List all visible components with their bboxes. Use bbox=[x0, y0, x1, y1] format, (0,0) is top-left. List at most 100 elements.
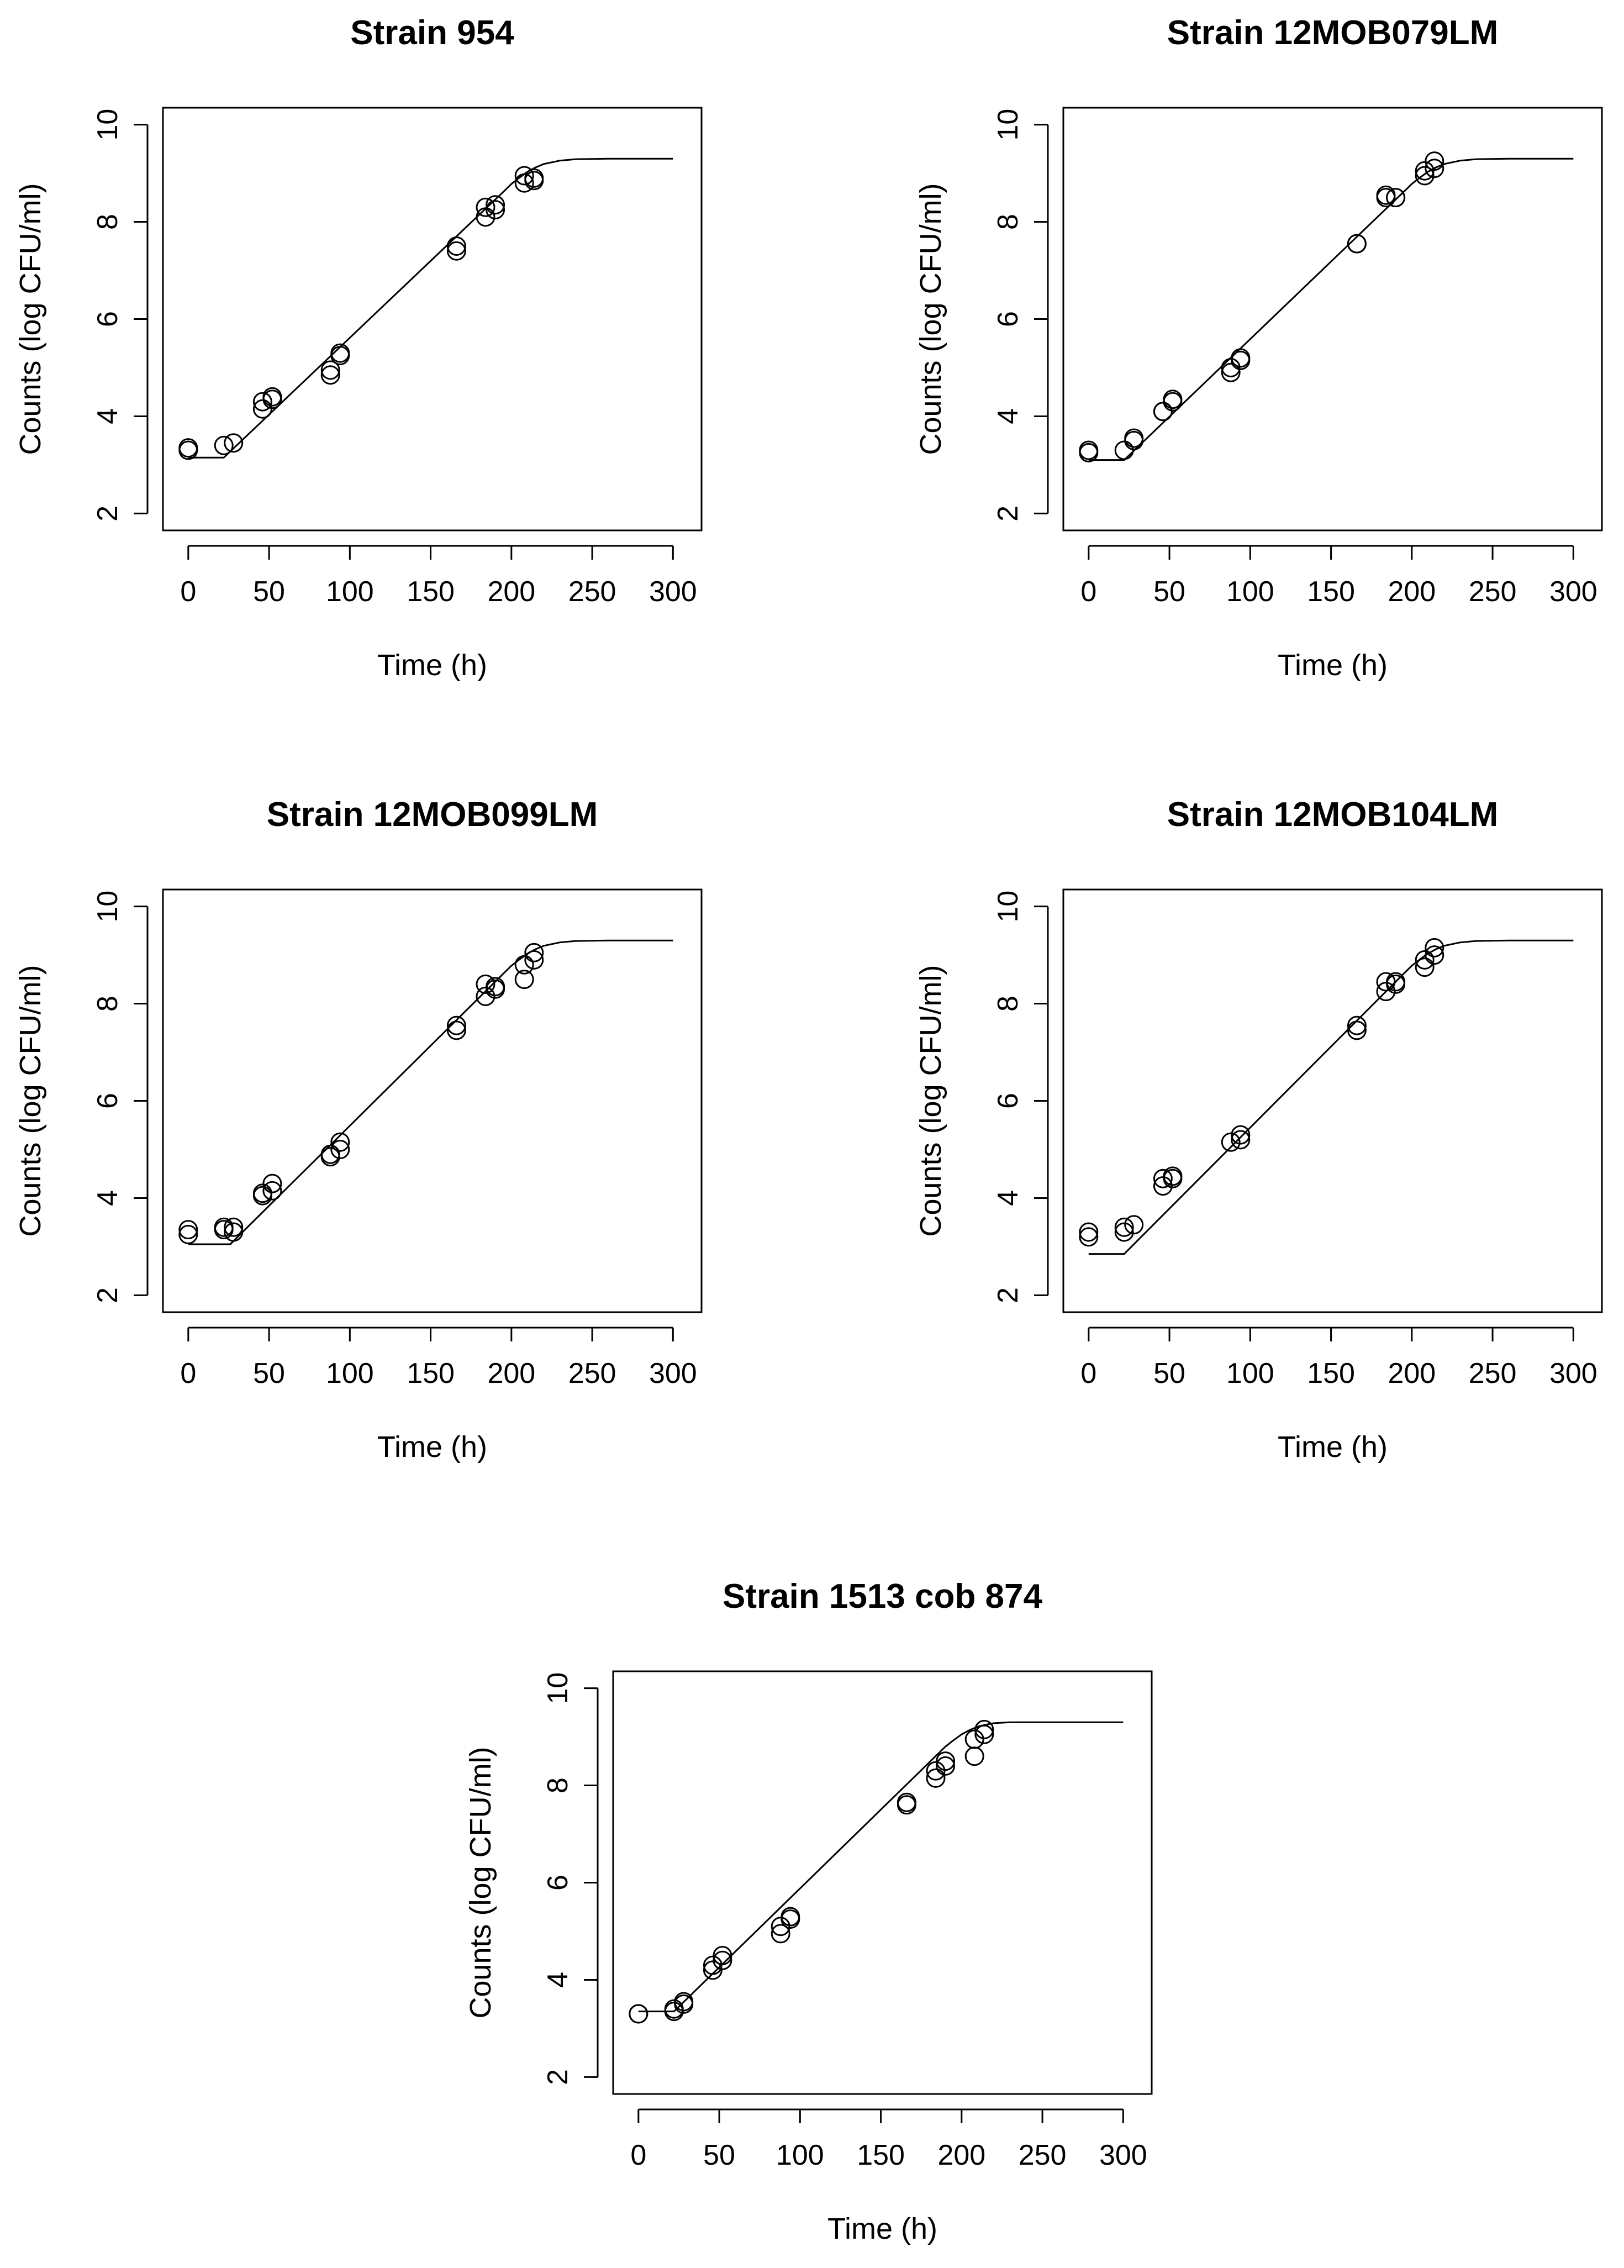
chart-title: Strain 12MOB104LM bbox=[1167, 796, 1499, 834]
data-point bbox=[674, 1992, 694, 2012]
data-point bbox=[1376, 972, 1396, 992]
y-tick-label: 6 bbox=[992, 311, 1024, 327]
x-tick-label: 200 bbox=[937, 2139, 985, 2171]
chart-title: Strain 954 bbox=[350, 14, 514, 52]
data-point bbox=[330, 1132, 350, 1152]
y-tick-label: 2 bbox=[92, 1287, 124, 1303]
y-tick-label: 6 bbox=[92, 1093, 124, 1109]
x-tick-label: 0 bbox=[180, 1357, 196, 1390]
x-tick-label: 200 bbox=[1388, 1357, 1436, 1390]
data-point bbox=[252, 392, 272, 412]
y-tick-label: 4 bbox=[992, 408, 1024, 424]
data-point bbox=[1124, 1215, 1144, 1235]
x-tick-label: 300 bbox=[1549, 1357, 1597, 1390]
data-point bbox=[926, 1768, 946, 1788]
chart-title: Strain 12MOB079LM bbox=[1167, 14, 1499, 52]
data-point bbox=[224, 433, 244, 453]
data-point bbox=[1386, 972, 1406, 992]
data-point bbox=[1415, 957, 1435, 977]
data-point bbox=[936, 1756, 956, 1776]
data-point bbox=[1231, 348, 1251, 368]
data-point bbox=[446, 236, 466, 256]
plot-frame bbox=[162, 888, 703, 1313]
x-tick-label: 300 bbox=[649, 1357, 697, 1390]
y-tick-label: 10 bbox=[992, 891, 1024, 923]
y-tick-label: 10 bbox=[92, 891, 124, 923]
y-tick-label: 10 bbox=[92, 109, 124, 141]
data-point bbox=[936, 1751, 956, 1771]
data-point bbox=[252, 1183, 272, 1203]
x-tick-label: 0 bbox=[630, 2139, 646, 2171]
y-tick-label: 10 bbox=[542, 1672, 574, 1704]
chart-panel-3: Strain 12MOB099LM 0 50 100 150 200 250 300 Time … bbox=[14, 796, 703, 1464]
data-point bbox=[476, 974, 495, 994]
data-point bbox=[703, 1960, 723, 1980]
x-tick-label: 50 bbox=[1153, 1357, 1185, 1390]
x-tick-label: 50 bbox=[253, 1357, 285, 1390]
data-point bbox=[446, 241, 466, 261]
data-point bbox=[1114, 440, 1134, 460]
plot-frame bbox=[1062, 107, 1603, 532]
x-tick-label: 150 bbox=[1307, 1357, 1355, 1390]
x-tick-label: 300 bbox=[649, 576, 697, 608]
data-point bbox=[178, 1224, 198, 1244]
data-point bbox=[1425, 159, 1444, 178]
chart-title: Strain 12MOB099LM bbox=[267, 796, 598, 834]
data-point bbox=[1425, 151, 1444, 171]
data-point bbox=[897, 1792, 916, 1812]
data-point bbox=[1425, 938, 1444, 957]
data-point bbox=[486, 977, 505, 997]
data-point bbox=[330, 1140, 350, 1159]
x-tick-label: 0 bbox=[1080, 576, 1096, 608]
chart-panel-2: Strain 12MOB079LM 0 50 100 150 200 250 300 Time … bbox=[914, 14, 1603, 682]
data-point bbox=[1347, 234, 1367, 254]
data-point bbox=[524, 943, 544, 962]
data-point bbox=[1153, 402, 1173, 422]
fit-curve bbox=[188, 939, 673, 1245]
y-tick-label: 8 bbox=[92, 214, 124, 230]
data-point bbox=[514, 173, 534, 193]
data-point bbox=[486, 195, 505, 215]
data-point bbox=[1153, 1169, 1173, 1188]
data-point bbox=[320, 360, 340, 380]
data-point bbox=[524, 168, 544, 188]
data-point bbox=[1376, 185, 1396, 205]
y-tick-label: 4 bbox=[92, 1190, 124, 1206]
fit-curve bbox=[1088, 157, 1574, 461]
data-point bbox=[1221, 358, 1241, 377]
y-tick-label: 2 bbox=[92, 506, 124, 522]
y-tick-label: 4 bbox=[542, 1972, 574, 1988]
data-point bbox=[1347, 1015, 1367, 1035]
data-point bbox=[1124, 428, 1144, 448]
data-point bbox=[514, 955, 534, 975]
data-point bbox=[224, 1217, 244, 1237]
plot-frame bbox=[162, 107, 703, 532]
y-tick-label: 2 bbox=[542, 2069, 574, 2085]
y-tick-label: 6 bbox=[542, 1875, 574, 1891]
y-tick-label: 8 bbox=[92, 996, 124, 1012]
data-point bbox=[1153, 1176, 1173, 1196]
y-tick-label: 8 bbox=[542, 1777, 574, 1793]
x-tick-label: 250 bbox=[568, 576, 616, 608]
data-point bbox=[262, 387, 282, 407]
data-point bbox=[330, 343, 350, 363]
data-point bbox=[1114, 1222, 1134, 1242]
data-point bbox=[664, 1999, 684, 2019]
data-point bbox=[1221, 1132, 1241, 1152]
x-tick-label: 250 bbox=[1469, 576, 1517, 608]
x-tick-label: 250 bbox=[568, 1357, 616, 1390]
data-point bbox=[771, 1924, 790, 1944]
x-tick-label: 100 bbox=[326, 1357, 374, 1390]
x-axis-label: Time (h) bbox=[1278, 1430, 1388, 1464]
data-point bbox=[1415, 161, 1435, 181]
plot-frame bbox=[1062, 888, 1603, 1313]
y-tick-label: 4 bbox=[92, 408, 124, 424]
data-point bbox=[1079, 440, 1099, 460]
data-point bbox=[514, 970, 534, 990]
x-axis-label: Time (h) bbox=[1278, 649, 1388, 682]
y-axis-label: Counts (log CFU/ml) bbox=[914, 965, 947, 1236]
data-point bbox=[781, 1907, 800, 1927]
x-axis-label: Time (h) bbox=[377, 1430, 487, 1464]
data-point bbox=[1163, 390, 1183, 409]
data-point bbox=[771, 1917, 790, 1937]
